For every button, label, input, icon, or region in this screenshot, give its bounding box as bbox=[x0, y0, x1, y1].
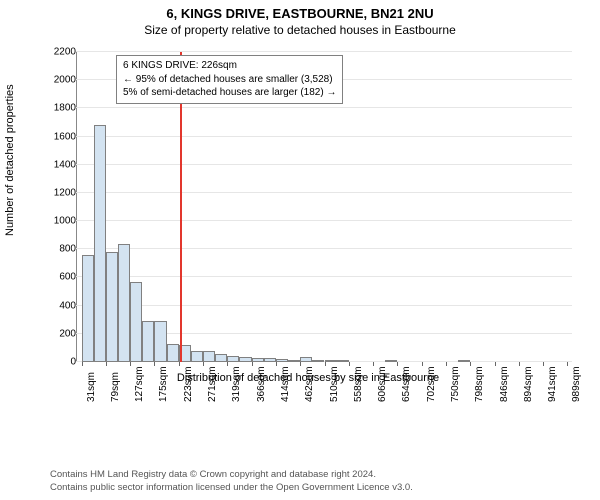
histogram-bar bbox=[94, 125, 106, 362]
y-tick-label: 1600 bbox=[46, 131, 76, 142]
x-tick-mark bbox=[154, 362, 155, 366]
histogram-bar bbox=[458, 360, 470, 362]
x-tick-mark bbox=[397, 362, 398, 366]
info-box-line: 6 KINGS DRIVE: 226sqm bbox=[123, 59, 336, 73]
gridline-h bbox=[76, 51, 572, 52]
x-tick-mark bbox=[130, 362, 131, 366]
x-tick-mark bbox=[227, 362, 228, 366]
histogram-bar bbox=[252, 358, 264, 362]
x-tick-mark bbox=[422, 362, 423, 366]
x-tick-mark bbox=[373, 362, 374, 366]
y-tick-label: 2200 bbox=[46, 47, 76, 58]
gridline-h bbox=[76, 107, 572, 108]
x-tick-mark bbox=[495, 362, 496, 366]
x-tick-mark bbox=[276, 362, 277, 366]
plot-area: 6 KINGS DRIVE: 226sqm← 95% of detached h… bbox=[76, 52, 572, 362]
y-axis-label: Number of detached properties bbox=[4, 84, 16, 236]
gridline-h bbox=[76, 164, 572, 165]
histogram-bar bbox=[215, 354, 227, 362]
y-tick-label: 2000 bbox=[46, 75, 76, 86]
y-tick-label: 800 bbox=[46, 244, 76, 255]
gridline-h bbox=[76, 276, 572, 277]
y-tick-label: 200 bbox=[46, 328, 76, 339]
footer-line2: Contains public sector information licen… bbox=[50, 482, 413, 494]
histogram-bar bbox=[385, 360, 397, 362]
histogram-bar bbox=[130, 282, 142, 362]
y-tick-label: 1000 bbox=[46, 216, 76, 227]
x-tick-mark bbox=[203, 362, 204, 366]
x-tick-mark bbox=[446, 362, 447, 366]
x-tick-mark bbox=[179, 362, 180, 366]
x-tick-mark bbox=[519, 362, 520, 366]
info-box-line: 5% of semi-detached houses are larger (1… bbox=[123, 86, 336, 100]
x-tick-mark bbox=[325, 362, 326, 366]
histogram-bar bbox=[167, 344, 179, 362]
x-tick-mark bbox=[106, 362, 107, 366]
histogram-bar bbox=[264, 358, 276, 362]
gridline-h bbox=[76, 220, 572, 221]
page-subtitle: Size of property relative to detached ho… bbox=[0, 21, 600, 41]
page-title: 6, KINGS DRIVE, EASTBOURNE, BN21 2NU bbox=[0, 0, 600, 21]
histogram-bar bbox=[154, 321, 166, 362]
gridline-h bbox=[76, 305, 572, 306]
x-tick-mark bbox=[470, 362, 471, 366]
histogram-bar bbox=[203, 351, 215, 362]
x-tick-mark bbox=[300, 362, 301, 366]
y-tick-label: 1800 bbox=[46, 103, 76, 114]
footer-line1: Contains HM Land Registry data © Crown c… bbox=[50, 469, 413, 481]
histogram-bar bbox=[191, 351, 203, 362]
gridline-h bbox=[76, 192, 572, 193]
y-tick-label: 0 bbox=[46, 357, 76, 368]
histogram-bar bbox=[239, 357, 251, 362]
gridline-h bbox=[76, 248, 572, 249]
footer-attribution: Contains HM Land Registry data © Crown c… bbox=[50, 469, 413, 494]
info-box-line: ← 95% of detached houses are smaller (3,… bbox=[123, 73, 336, 87]
y-tick-label: 1400 bbox=[46, 159, 76, 170]
histogram-bar bbox=[276, 359, 288, 362]
histogram-bar bbox=[227, 356, 239, 362]
x-tick-mark bbox=[349, 362, 350, 366]
histogram-bar bbox=[300, 357, 312, 362]
histogram-bar bbox=[337, 360, 349, 362]
x-tick-mark bbox=[82, 362, 83, 366]
x-tick-mark bbox=[543, 362, 544, 366]
y-tick-label: 600 bbox=[46, 272, 76, 283]
histogram-bar bbox=[142, 321, 154, 362]
chart-container: 6 KINGS DRIVE: 226sqm← 95% of detached h… bbox=[38, 46, 578, 426]
x-axis-label: Distribution of detached houses by size … bbox=[38, 372, 578, 384]
y-tick-label: 1200 bbox=[46, 187, 76, 198]
histogram-bar bbox=[82, 255, 94, 362]
histogram-bar bbox=[106, 252, 118, 362]
histogram-bar bbox=[288, 360, 300, 362]
histogram-bar bbox=[312, 360, 324, 362]
gridline-h bbox=[76, 136, 572, 137]
info-box: 6 KINGS DRIVE: 226sqm← 95% of detached h… bbox=[116, 55, 343, 104]
x-tick-mark bbox=[567, 362, 568, 366]
x-tick-mark bbox=[252, 362, 253, 366]
histogram-bar bbox=[118, 244, 130, 362]
y-tick-label: 400 bbox=[46, 300, 76, 311]
histogram-bar bbox=[325, 360, 337, 362]
